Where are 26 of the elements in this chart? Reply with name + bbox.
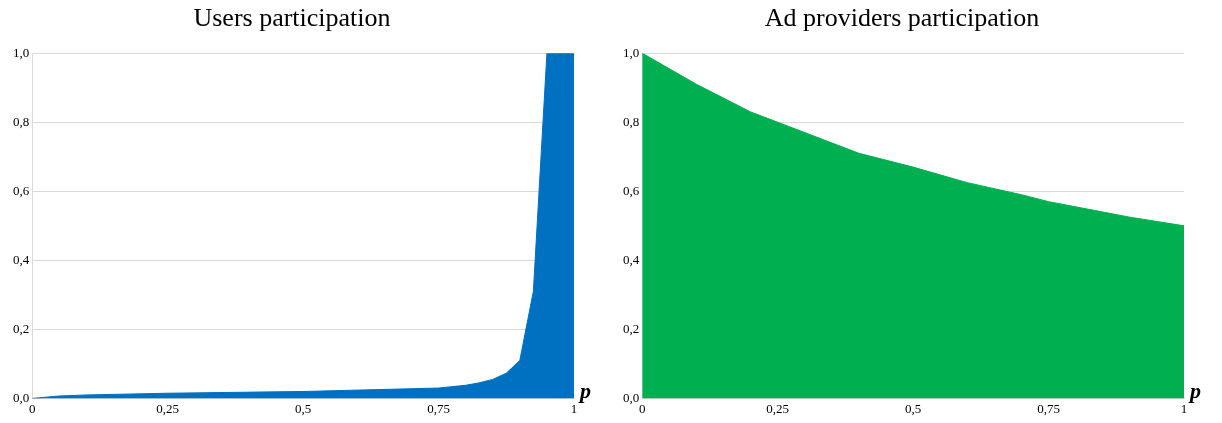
- x-axis-title: p: [1188, 378, 1201, 404]
- y-tick-label: 1,0: [13, 44, 30, 60]
- x-tick-label: 0,75: [427, 400, 450, 416]
- x-tick-label: 1: [1180, 400, 1188, 416]
- x-tick-label: 0,75: [1037, 400, 1060, 416]
- x-tick-label: 0: [639, 400, 646, 416]
- y-tick-label: 0,8: [623, 113, 640, 129]
- y-tick-label: 0,4: [13, 251, 30, 267]
- y-tick-label: 0,8: [13, 113, 30, 129]
- x-tick-label: 0,5: [295, 400, 312, 416]
- chart-title: Users participation: [193, 3, 391, 33]
- x-tick-label: 0,5: [905, 400, 922, 416]
- y-tick-label: 0,6: [13, 182, 30, 198]
- y-tick-label: 0,2: [13, 320, 30, 336]
- x-tick-label: 1: [570, 400, 578, 416]
- y-tick-label: 0,6: [623, 182, 640, 198]
- chart-title: Ad providers participation: [764, 3, 1040, 33]
- x-tick-label: 0,25: [766, 400, 790, 416]
- y-tick-label: 0,4: [623, 251, 640, 267]
- y-tick-label: 0,0: [623, 389, 640, 405]
- y-tick-label: 0,0: [13, 389, 30, 405]
- x-axis-title: p: [578, 378, 591, 404]
- x-tick-label: 0,25: [156, 400, 180, 416]
- y-tick-label: 1,0: [623, 44, 640, 60]
- x-tick-label: 0: [29, 400, 36, 416]
- y-tick-label: 0,2: [623, 320, 640, 336]
